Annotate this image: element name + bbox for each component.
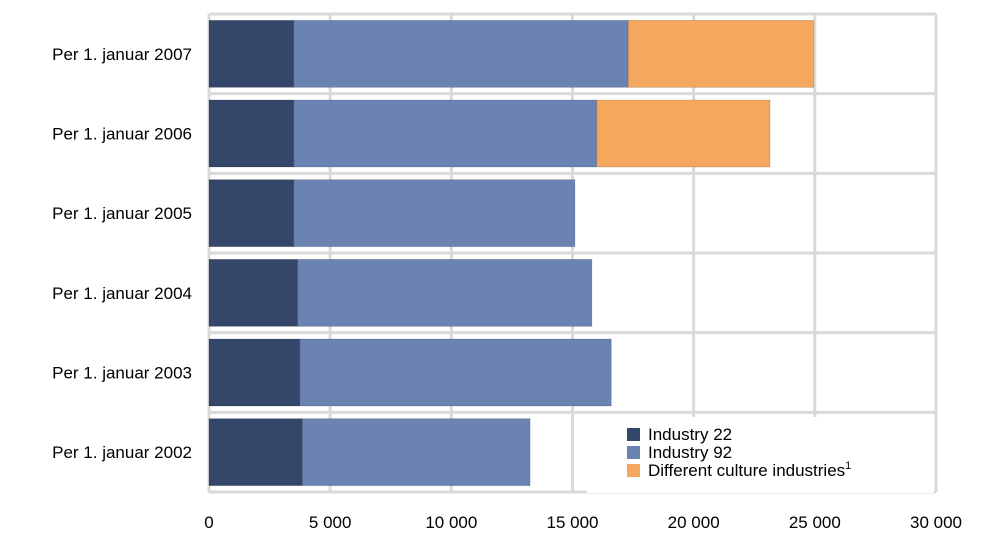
bar-1-series-0 [208, 99, 295, 168]
bar-5-series-0 [208, 418, 303, 487]
bar-2-series-1 [293, 179, 576, 248]
bar-4-series-0 [208, 338, 301, 407]
legend-box [587, 417, 934, 493]
bar-1-series-2 [596, 99, 771, 168]
x-tick-label-0: 0 [204, 513, 213, 532]
legend-label-text-2: Different culture industries [648, 461, 845, 480]
x-tick-labels: 0 5 000 10 000 15 000 20 000 25 000 30 000 [204, 513, 962, 532]
category-labels: Per 1. januar 2007 Per 1. januar 2006 Per … [52, 45, 192, 462]
category-label-1: Per 1. januar 2006 [52, 125, 192, 144]
legend-swatch-2 [627, 464, 640, 477]
bars [208, 19, 815, 487]
x-tick-label-4: 20 000 [668, 513, 720, 532]
x-tick-label-2: 10 000 [425, 513, 477, 532]
legend-swatch-1 [627, 446, 640, 459]
bar-3-series-0 [208, 258, 298, 327]
category-label-2: Per 1. januar 2005 [52, 204, 192, 223]
legend-label-text-1: Industry 92 [648, 443, 732, 462]
legend-footnote-marker: 1 [845, 460, 851, 472]
legend-label-text-0: Industry 22 [648, 425, 732, 444]
legend-label-2: Different culture industries1 [648, 460, 851, 480]
category-label-4: Per 1. januar 2003 [52, 364, 192, 383]
bar-5-series-1 [301, 418, 531, 487]
legend-label-1: Industry 92 [648, 443, 732, 462]
bar-1-series-1 [293, 99, 598, 168]
bar-0-series-0 [208, 19, 295, 88]
bar-0-series-1 [293, 19, 629, 88]
legend-label-0: Industry 22 [648, 425, 732, 444]
bar-3-series-1 [297, 258, 593, 327]
category-label-0: Per 1. januar 2007 [52, 45, 192, 64]
legend-swatch-0 [627, 428, 640, 441]
bar-0-series-2 [627, 19, 815, 88]
bar-4-series-1 [299, 338, 612, 407]
x-tick-label-3: 15 000 [547, 513, 599, 532]
bar-2-series-0 [208, 179, 295, 248]
x-tick-label-5: 25 000 [789, 513, 841, 532]
x-tick-label-6: 30 000 [910, 513, 962, 532]
x-tick-label-1: 5 000 [309, 513, 352, 532]
category-label-3: Per 1. januar 2004 [52, 284, 192, 303]
category-label-5: Per 1. januar 2002 [52, 443, 192, 462]
